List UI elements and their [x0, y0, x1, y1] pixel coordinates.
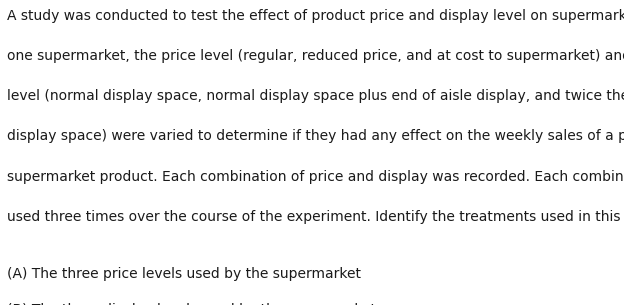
Text: one supermarket, the price level (regular, reduced price, and at cost to superma: one supermarket, the price level (regula…	[7, 49, 624, 63]
Text: (A) The three price levels used by the supermarket: (A) The three price levels used by the s…	[7, 267, 361, 281]
Text: display space) were varied to determine if they had any effect on the weekly sal: display space) were varied to determine …	[7, 129, 624, 143]
Text: A study was conducted to test the effect of product price and display level on s: A study was conducted to test the effect…	[7, 9, 624, 23]
Text: level (normal display space, normal display space plus end of aisle display, and: level (normal display space, normal disp…	[7, 89, 624, 103]
Text: (B) The three display levels used by the supermarket: (B) The three display levels used by the…	[7, 303, 376, 305]
Text: used three times over the course of the experiment. Identify the treatments used: used three times over the course of the …	[7, 210, 624, 224]
Text: supermarket product. Each combination of price and display was recorded. Each co: supermarket product. Each combination of…	[7, 170, 624, 184]
